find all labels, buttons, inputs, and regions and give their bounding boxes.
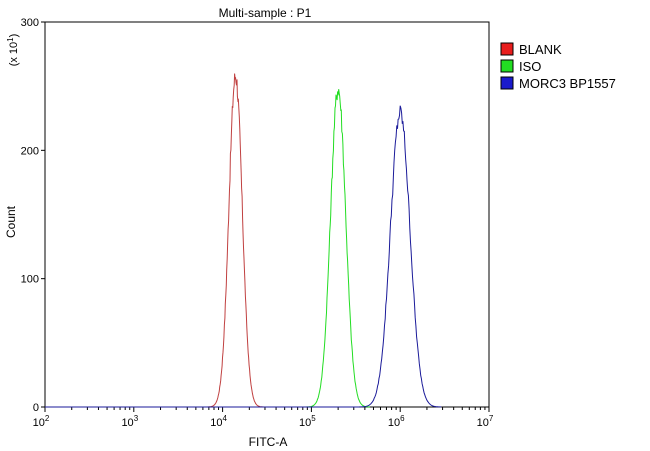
x-tick-exp: 2 [45,414,50,423]
y-multiplier-label: (x 101) [6,34,20,67]
y-tick-label: 200 [21,145,39,157]
series-line-morc3-bp1557 [359,105,442,408]
series-layer [45,73,442,408]
legend-swatch [500,59,514,73]
x-tick-exp: 4 [222,414,227,423]
x-tick-label: 107 [477,414,494,429]
x-tick-base: 10 [388,417,400,429]
x-tick-exp: 6 [400,414,405,423]
x-axis-label: FITC-A [249,435,288,449]
y-axis-label: Count [4,205,18,238]
plot-frame [44,21,490,408]
x-tick-exp: 3 [134,414,139,423]
y-axis-ticks: 0 100 200 300 [21,17,45,414]
y-tick-label: 0 [33,402,39,414]
x-tick-base: 10 [477,417,489,429]
legend-swatch [500,42,514,56]
x-tick-exp: 7 [489,414,494,423]
y-tick-label: 300 [21,17,39,29]
x-tick-base: 10 [121,417,133,429]
series-line-iso [306,89,370,408]
y-multiplier-exp: 1 [6,37,15,42]
y-multiplier-close: ) [8,34,20,38]
x-tick-label: 106 [388,414,405,429]
x-tick-exp: 5 [311,414,316,423]
y-axis-multiplier: (x 101) [6,34,20,67]
legend-label: MORC3 BP1557 [519,76,616,91]
y-tick-label: 100 [21,274,39,286]
chart-title: Multi-sample : P1 [219,6,312,20]
series-line-blank [207,73,264,408]
legend-label: BLANK [519,42,562,57]
legend-swatch [500,76,514,90]
x-tick-label: 103 [121,414,138,429]
x-tick-base: 10 [299,417,311,429]
x-axis-ticks: 102 103 104 105 106 107 [33,407,494,429]
x-tick-base: 10 [210,417,222,429]
y-multiplier-text: (x 10 [8,42,20,66]
legend-label: ISO [519,59,541,74]
legend: BLANK ISO MORC3 BP1557 [500,42,616,91]
x-tick-base: 10 [33,417,45,429]
x-tick-label: 105 [299,414,316,429]
x-tick-label: 102 [33,414,50,429]
x-tick-label: 104 [210,414,227,429]
